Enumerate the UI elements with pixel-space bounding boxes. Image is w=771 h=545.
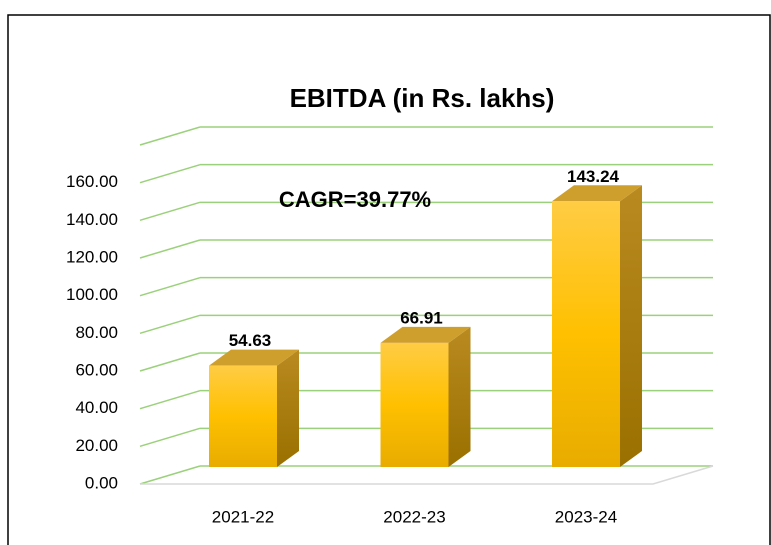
- x-tick-label: 2023-24: [555, 507, 617, 526]
- y-tick-label: 20.00: [75, 436, 118, 455]
- bar-top: [552, 185, 642, 202]
- grid-line: [139, 276, 201, 297]
- y-tick-label: 140.00: [66, 210, 118, 229]
- bar-side: [277, 349, 299, 467]
- bar-top: [209, 349, 299, 366]
- data-label: 66.91: [400, 308, 443, 327]
- y-tick-label: 80.00: [75, 323, 118, 342]
- grid-line: [139, 427, 201, 448]
- bar-side: [448, 326, 471, 467]
- y-tick-label: 0.00: [85, 473, 118, 492]
- y-tick-label: 40.00: [75, 398, 118, 417]
- bar-side: [620, 185, 642, 467]
- grid-line: [139, 239, 201, 259]
- x-tick-label: 2021-22: [212, 507, 274, 526]
- y-tick-label: 60.00: [75, 360, 118, 379]
- grid-line: [139, 389, 201, 410]
- grid-line: [139, 163, 201, 184]
- bar: [380, 342, 449, 467]
- x-tick-label: 2022-23: [383, 507, 445, 526]
- chart-border: [7, 14, 771, 545]
- grid-line: [139, 352, 201, 372]
- data-label: 54.63: [229, 331, 272, 350]
- y-tick-label: 100.00: [66, 285, 118, 304]
- bar: [209, 365, 277, 467]
- grid-line: [139, 201, 201, 222]
- bar: [552, 201, 620, 467]
- bar-top: [380, 326, 471, 343]
- y-tick-label: 160.00: [66, 172, 118, 191]
- chart-title: EBITDA (in Rs. lakhs): [290, 83, 555, 113]
- floor: [140, 465, 714, 485]
- data-label: 143.24: [567, 167, 620, 186]
- grid-line: [139, 314, 201, 335]
- grid-line: [139, 126, 201, 146]
- y-tick-label: 120.00: [66, 247, 118, 266]
- annotation: CAGR=39.77%: [279, 187, 431, 212]
- grid-line: [139, 465, 201, 485]
